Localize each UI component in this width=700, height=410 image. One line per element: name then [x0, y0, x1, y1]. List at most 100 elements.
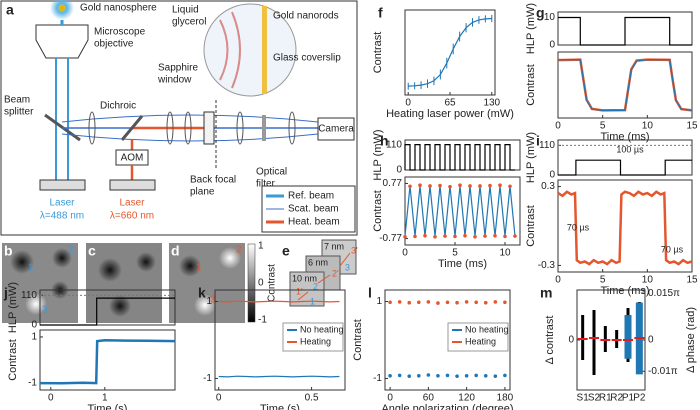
y-tick-label: 0	[568, 335, 574, 346]
nanosphere-core	[59, 5, 65, 11]
colorbar-label: Contrast	[267, 264, 278, 302]
e-frame	[289, 271, 325, 307]
point	[483, 234, 487, 238]
point	[503, 300, 507, 305]
point-label: 1	[28, 263, 34, 274]
diagram-frame	[0, 0, 358, 236]
point	[458, 183, 462, 188]
point	[455, 300, 459, 305]
x-tick-label: 0	[48, 393, 54, 404]
point-label: 2	[236, 245, 242, 256]
point	[463, 233, 467, 238]
legend-label: No heating	[300, 324, 344, 334]
point	[464, 373, 469, 378]
point	[508, 184, 512, 189]
x-tick-label: S1	[577, 393, 590, 404]
point-label: 2	[313, 281, 318, 291]
point	[474, 300, 478, 305]
colorbar	[247, 243, 256, 323]
x-tick-label: R1	[599, 393, 612, 404]
lenses	[88, 111, 296, 145]
y-tick-label: 10	[544, 12, 556, 23]
x-axis-label: Heating laser power (mW)	[386, 108, 514, 120]
point	[493, 374, 498, 378]
panel-letter: e	[282, 243, 290, 259]
plot-frame	[214, 289, 346, 391]
colorbar-tick: 1	[258, 241, 264, 252]
y-tick-label: -0.3	[538, 260, 556, 271]
plot-frame	[404, 176, 521, 246]
point	[403, 234, 407, 239]
point	[445, 300, 450, 305]
laser-660	[109, 179, 156, 191]
diagram-label: Liquid	[172, 5, 199, 16]
point	[417, 373, 421, 378]
y-axis-label: Contrast	[372, 190, 384, 232]
y-axis-label: HLP (mW)	[525, 132, 537, 183]
diagram-label: Sapphire	[158, 63, 198, 74]
panel-letter: m	[540, 285, 552, 301]
y-tick-label: 110	[386, 139, 402, 150]
image-panels: b c d 1 2 3 1 2 3 1 0 -1 Contrast e 7 nm…	[2, 239, 358, 326]
blob	[179, 255, 201, 277]
x-tick-label: P2	[633, 393, 646, 404]
point	[473, 234, 477, 239]
series-line	[39, 338, 176, 385]
y-axis-label: Contrast	[525, 205, 537, 247]
point	[388, 300, 392, 305]
point	[498, 183, 502, 188]
x-tick-label: S2	[588, 393, 601, 404]
x-tick-label: 10	[642, 275, 654, 286]
colorbar-tick: 0	[258, 278, 264, 289]
legend-label: Heat. beam	[288, 217, 340, 228]
ref-beam	[55, 58, 69, 180]
trajectory	[339, 252, 351, 267]
point	[448, 184, 452, 189]
point	[428, 184, 432, 188]
legend-label: Scat. beam	[288, 204, 339, 215]
y-tick-label: 1	[376, 296, 382, 307]
diagram-label: objective	[94, 39, 134, 50]
y-tick-label: 0	[396, 165, 402, 176]
diagram-label: filter	[256, 179, 276, 190]
blob	[109, 295, 131, 317]
point	[445, 373, 450, 378]
point-label: 2	[68, 245, 74, 256]
panel-letter: h	[380, 133, 389, 149]
series-line	[404, 185, 516, 237]
point	[407, 374, 412, 378]
y-tick-label: 0.3	[541, 181, 555, 192]
diagram-label: Dichroic	[100, 101, 136, 112]
x-axis-label: Angle polarization (degree)	[381, 403, 513, 410]
point	[468, 184, 472, 188]
panel-letter: f	[378, 5, 383, 21]
point	[388, 373, 392, 378]
x-axis-label: Time (s)	[88, 403, 128, 410]
point	[417, 300, 421, 305]
x-tick-label: 1	[102, 393, 108, 404]
y-axis-label: HLP (mW)	[7, 282, 19, 333]
y-tick-label: 0	[31, 320, 37, 331]
x-tick-label: 130	[483, 98, 500, 109]
x-axis-label: Time (ms)	[438, 258, 487, 270]
y-axis-label: Contrast	[525, 64, 537, 106]
diagram-label: Gold nanorods	[273, 11, 339, 22]
x-tick-label: 60	[423, 393, 435, 404]
objective	[35, 24, 89, 59]
diagram-label: Optical	[256, 167, 287, 178]
point	[438, 183, 442, 188]
y-tick-label: 0	[549, 170, 555, 181]
point	[407, 300, 412, 305]
blob	[194, 294, 216, 316]
x-axis-label: Time (ms)	[600, 285, 649, 297]
y2-axis-label: Δ phase (rad)	[685, 307, 697, 373]
y-tick-label: -1	[28, 378, 37, 389]
diagram-label: window	[157, 75, 192, 86]
diagram-label: Gold nanosphere	[80, 3, 157, 14]
point	[493, 233, 497, 238]
point	[483, 373, 488, 378]
sample	[203, 111, 215, 145]
legend-label: No heating	[465, 324, 509, 334]
y-tick-label: 110	[539, 140, 555, 151]
y-axis-label: HLP (mW)	[525, 3, 537, 54]
